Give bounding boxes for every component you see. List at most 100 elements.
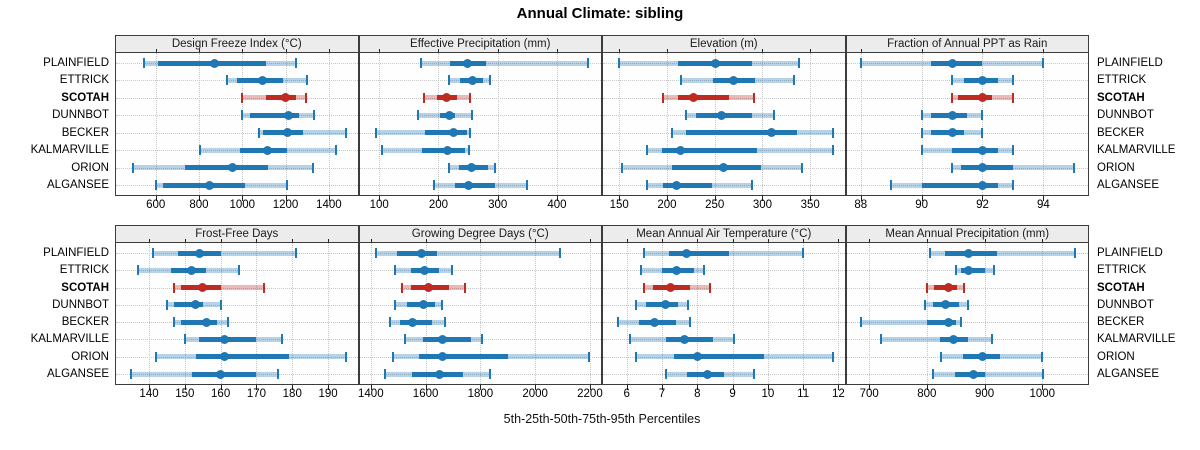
whisker-cap-low	[143, 58, 146, 68]
median-dot-algansee	[464, 180, 474, 190]
axis-tick-bottom	[762, 196, 764, 201]
whisker-cap-high	[345, 127, 348, 138]
axis-tick-bottom	[714, 196, 716, 201]
axis-tick-top	[256, 239, 258, 242]
median-dot-plainfield	[194, 248, 204, 258]
panel-frost-free-days	[115, 242, 359, 385]
whisker-cap-high	[294, 248, 297, 258]
gridline-vertical	[860, 53, 862, 195]
gridline-vertical	[149, 243, 151, 384]
gridline-horizontal	[116, 304, 358, 306]
panel-mean-annual-air-temperature-c	[602, 242, 846, 385]
strip-label: Mean Annual Precipitation (mm)	[885, 228, 1050, 240]
axis-tick-top	[666, 49, 668, 52]
axis-tick-label: 250	[705, 199, 725, 211]
whisker-cap-low	[130, 369, 133, 379]
axis-tick-bottom	[480, 385, 482, 390]
whisker-cap-high	[733, 334, 736, 345]
axis-tick-label: 180	[282, 388, 302, 400]
axis-tick-bottom	[810, 196, 812, 201]
axis-tick-top	[921, 49, 923, 52]
whisker-cap-low	[375, 248, 378, 258]
axis-tick-label: 160	[211, 388, 231, 400]
axis-tick-top	[697, 239, 699, 242]
whisker-cap-low	[257, 127, 260, 138]
whisker-cap-high	[832, 127, 835, 138]
site-label-left-dunnbot: DUNNBOT	[52, 298, 109, 311]
axis-tick-top	[198, 49, 200, 52]
quartile-bar-25-75-becker	[686, 130, 797, 136]
gridline-vertical	[984, 243, 986, 384]
whisker-cap-high	[335, 145, 338, 156]
quartile-bar-25-75-becker	[262, 130, 303, 136]
axis-tick-bottom	[984, 385, 986, 390]
site-label-left-orion: ORION	[71, 161, 109, 174]
gridline-vertical	[370, 243, 372, 384]
axis-tick-bottom	[1042, 385, 1044, 390]
median-dot-scotah	[281, 93, 291, 103]
axis-tick-bottom	[425, 385, 427, 390]
gridline-vertical	[155, 53, 157, 195]
quartile-bar-25-75-dunnbot	[249, 112, 299, 118]
gridline-horizontal	[116, 322, 358, 324]
median-dot-kalmarville	[680, 334, 690, 344]
axis-tick-label: 170	[246, 388, 267, 400]
whisker-cap-high	[468, 92, 471, 103]
whisker-cap-high	[480, 334, 483, 345]
whisker-cap-high	[1042, 58, 1045, 68]
whisker-5-95-plainfield	[376, 250, 560, 256]
gridline-vertical	[242, 53, 244, 195]
gridline-vertical	[589, 243, 591, 384]
gridline-horizontal	[116, 287, 358, 289]
site-label-right-plainfield: PLAINFIELD	[1097, 57, 1163, 69]
gridline-vertical	[666, 53, 668, 195]
quartile-bar-25-75-algansee	[663, 182, 712, 188]
axis-tick-top	[661, 239, 663, 242]
whisker-cap-low	[374, 127, 377, 138]
axis-tick-top	[328, 49, 330, 52]
axis-tick-label: 90	[915, 199, 928, 211]
axis-tick-label: 1800	[467, 388, 494, 400]
strip-label: Growing Degree Days (°C)	[411, 228, 549, 240]
whisker-cap-low	[634, 299, 637, 310]
whisker-cap-high	[443, 317, 446, 328]
axis-tick-label: 100	[369, 199, 389, 211]
quartile-bar-25-75-algansee	[455, 182, 495, 188]
median-dot-orion	[228, 163, 238, 173]
quartile-bar-25-75-orion	[418, 354, 508, 360]
median-dot-ettrick	[467, 75, 477, 85]
axis-tick-top	[984, 239, 986, 242]
whisker-5-95-kalmarville	[880, 336, 993, 342]
axis-tick-bottom	[926, 385, 928, 390]
whisker-cap-high	[1072, 162, 1075, 173]
whisker-cap-low	[643, 282, 646, 293]
quartile-bar-25-75-plainfield	[930, 60, 983, 66]
median-dot-algansee	[969, 369, 979, 379]
gridline-vertical	[480, 243, 482, 384]
whisker-cap-low	[645, 145, 648, 156]
axis-tick-label: 150	[175, 388, 195, 400]
whisker-5-95-plainfield	[929, 250, 1075, 256]
whisker-cap-high	[525, 180, 528, 190]
gridline-vertical	[328, 243, 330, 384]
axis-tick-label: 2000	[522, 388, 548, 400]
whisker-cap-high	[1011, 92, 1014, 103]
whisker-cap-low	[925, 282, 928, 293]
median-dot-algansee	[204, 180, 214, 190]
gridline-horizontal	[359, 270, 601, 272]
whisker-cap-low	[685, 110, 688, 121]
gridline-vertical	[535, 243, 537, 384]
gridline-vertical	[714, 53, 716, 195]
whisker-cap-low	[448, 75, 451, 86]
strip-mean-annual-precipitation-mm: Mean Annual Precipitation (mm)	[845, 225, 1089, 243]
axis-tick-label: 1400	[316, 199, 342, 211]
whisker-cap-low	[388, 317, 391, 328]
median-dot-plainfield	[463, 58, 472, 68]
site-label-left-becker: BECKER	[61, 126, 109, 139]
whisker-cap-high	[285, 180, 288, 190]
strip-fraction-of-annual-ppt-as-rain: Fraction of Annual PPT as Rain	[845, 35, 1089, 53]
whisker-cap-high	[468, 127, 471, 138]
whisker-cap-low	[643, 248, 646, 258]
axis-tick-bottom	[149, 385, 151, 390]
percentiles-caption: 5th-25th-50th-75th-95th Percentiles	[503, 412, 701, 426]
